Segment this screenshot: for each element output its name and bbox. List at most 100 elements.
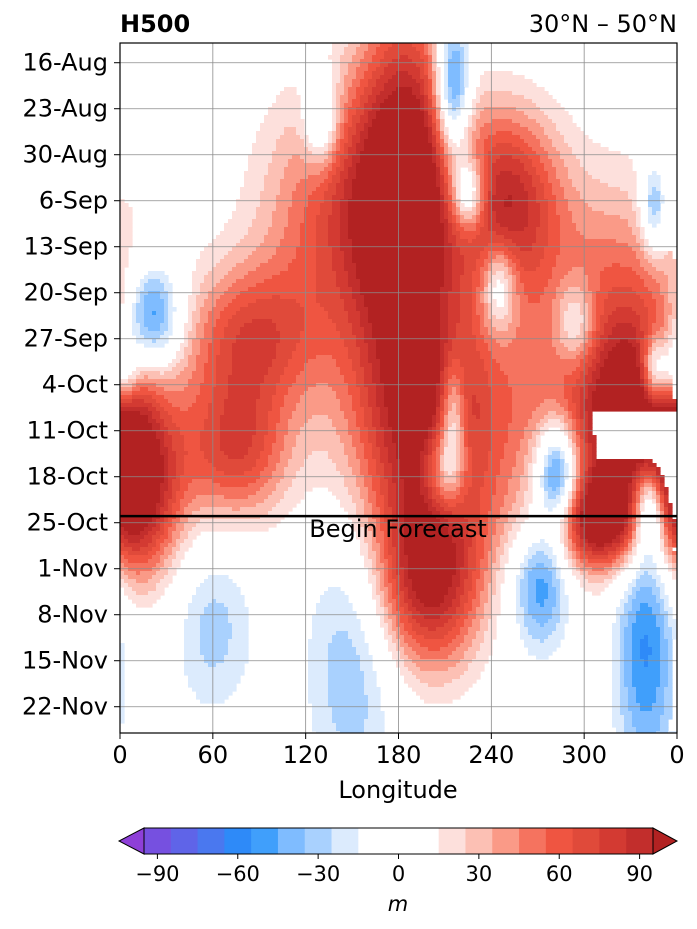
heatmap-cell <box>648 315 657 320</box>
heatmap-cell <box>384 83 421 88</box>
heatmap-cell <box>404 611 413 616</box>
heatmap-cell <box>596 311 605 316</box>
heatmap-cell <box>468 611 477 616</box>
heatmap-cell <box>524 187 537 192</box>
heatmap-cell <box>448 151 453 156</box>
heatmap-cell <box>120 287 125 292</box>
heatmap-cell <box>376 95 389 100</box>
heatmap-cell <box>500 535 509 540</box>
heatmap-cell <box>648 371 653 376</box>
heatmap-cell <box>444 411 449 416</box>
heatmap-cell <box>608 339 621 344</box>
heatmap-cell <box>348 419 357 424</box>
heatmap-cell <box>432 483 437 488</box>
heatmap-cell <box>456 555 465 560</box>
heatmap-cell <box>668 519 673 524</box>
heatmap-cell <box>400 535 405 540</box>
heatmap-cell <box>136 379 189 384</box>
heatmap-cell <box>164 419 173 424</box>
heatmap-cell <box>312 623 361 628</box>
heatmap-cell <box>420 467 425 472</box>
heatmap-cell <box>160 443 165 448</box>
heatmap-cell <box>316 291 341 296</box>
heatmap-cell <box>284 171 321 176</box>
heatmap-cell <box>384 579 389 584</box>
heatmap-cell <box>600 319 609 324</box>
heatmap-cell <box>376 591 385 596</box>
heatmap-cell <box>588 335 593 340</box>
heatmap-cell <box>216 359 233 364</box>
heatmap-cell <box>512 283 517 288</box>
heatmap-cell <box>496 327 509 332</box>
heatmap-cell <box>668 283 677 288</box>
heatmap-cell <box>424 99 429 104</box>
heatmap-cell <box>644 283 661 288</box>
heatmap-cell <box>612 327 637 332</box>
heatmap-cell <box>176 495 185 500</box>
heatmap-cell <box>572 391 581 396</box>
heatmap-cell <box>576 547 581 552</box>
heatmap-cell <box>368 523 377 528</box>
heatmap-cell <box>544 251 561 256</box>
heatmap-cell <box>612 347 637 352</box>
heatmap-cell <box>440 367 445 372</box>
heatmap-cell <box>272 491 285 496</box>
heatmap-cell <box>496 523 505 528</box>
heatmap-cell <box>508 287 513 292</box>
heatmap-cell <box>160 523 165 528</box>
heatmap-cell <box>516 291 525 296</box>
heatmap-cell <box>272 219 289 224</box>
heatmap-cell <box>260 391 277 396</box>
heatmap-cell <box>504 303 509 308</box>
heatmap-cell <box>668 611 673 616</box>
heatmap-cell <box>184 439 201 444</box>
heatmap-cell <box>468 127 477 132</box>
heatmap-cell <box>556 295 565 300</box>
heatmap-cell <box>360 399 369 404</box>
heatmap-cell <box>392 619 397 624</box>
heatmap-cell <box>528 599 537 604</box>
heatmap-cell <box>156 539 165 544</box>
heatmap-cell <box>584 235 637 240</box>
heatmap-cell <box>432 151 437 156</box>
heatmap-cell <box>580 483 585 488</box>
heatmap-cell <box>392 531 401 536</box>
heatmap-cell <box>372 71 385 76</box>
heatmap-cell <box>476 339 485 344</box>
heatmap-cell <box>348 127 357 132</box>
heatmap-cell <box>352 83 361 88</box>
heatmap-cell <box>544 471 549 476</box>
heatmap-cell <box>476 191 481 196</box>
heatmap-cell <box>664 603 669 608</box>
heatmap-cell <box>492 391 513 396</box>
heatmap-cell <box>132 307 137 312</box>
heatmap-cell <box>328 227 341 232</box>
heatmap-cell <box>492 119 513 124</box>
heatmap-cell <box>392 611 401 616</box>
heatmap-cell <box>480 195 485 200</box>
heatmap-cell <box>492 259 509 264</box>
heatmap-cell <box>428 103 433 108</box>
heatmap-cell <box>464 623 473 628</box>
heatmap-cell <box>364 375 373 380</box>
heatmap-cell <box>668 251 673 256</box>
heatmap-cell <box>524 575 529 580</box>
heatmap-cell <box>480 331 489 336</box>
heatmap-cell <box>464 463 469 468</box>
heatmap-cell <box>548 199 557 204</box>
heatmap-cell <box>336 467 353 472</box>
heatmap-cell <box>284 127 297 132</box>
heatmap-cell <box>260 199 277 204</box>
heatmap-cell <box>620 543 625 548</box>
heatmap-cell <box>492 415 513 420</box>
heatmap-cell <box>524 571 529 576</box>
heatmap-cell <box>384 99 421 104</box>
heatmap-cell <box>408 595 417 600</box>
heatmap-cell <box>368 315 441 320</box>
heatmap-cell <box>584 291 593 296</box>
heatmap-cell <box>652 171 657 176</box>
heatmap-cell <box>132 323 141 328</box>
heatmap-cell <box>292 415 313 420</box>
heatmap-cell <box>484 551 489 556</box>
heatmap-cell <box>272 319 305 324</box>
